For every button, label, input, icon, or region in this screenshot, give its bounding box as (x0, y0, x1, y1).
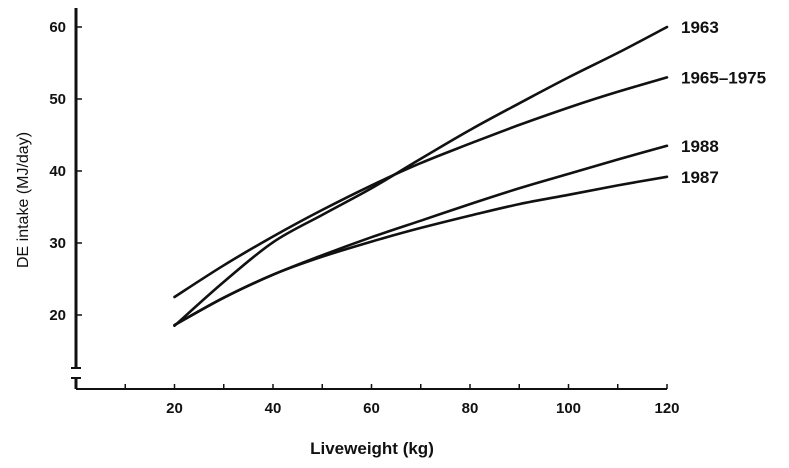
y-tick-label: 30 (49, 235, 66, 252)
series-line-1965-1975 (173, 76, 669, 299)
series-label: 1987 (681, 168, 719, 187)
series-line-1987 (173, 175, 669, 327)
x-tick-label: 40 (265, 400, 282, 417)
x-tick-label: 60 (363, 400, 380, 417)
series-line-1963 (173, 25, 669, 328)
series-labels: 1963 1965–1975 1988 1987 (681, 18, 766, 187)
y-tick-label: 40 (49, 163, 66, 180)
x-tick-label: 20 (166, 400, 183, 417)
axes: 20 40 60 80 100 120 20 30 40 50 60 (49, 8, 680, 417)
series-label: 1965–1975 (681, 68, 766, 87)
x-tick-label: 120 (654, 400, 679, 417)
series-label: 1988 (681, 137, 719, 156)
series-label: 1963 (681, 18, 719, 37)
x-tick-label: 100 (556, 400, 581, 417)
x-axis-title: Liveweight (kg) (310, 439, 434, 458)
y-axis-title: DE intake (MJ/day) (15, 132, 32, 268)
y-tick-label: 60 (49, 19, 66, 36)
series-line-1988 (173, 144, 669, 327)
series-lines (173, 25, 669, 328)
y-tick-label: 20 (49, 307, 66, 324)
x-tick-label: 80 (462, 400, 479, 417)
y-tick-label: 50 (49, 91, 66, 108)
